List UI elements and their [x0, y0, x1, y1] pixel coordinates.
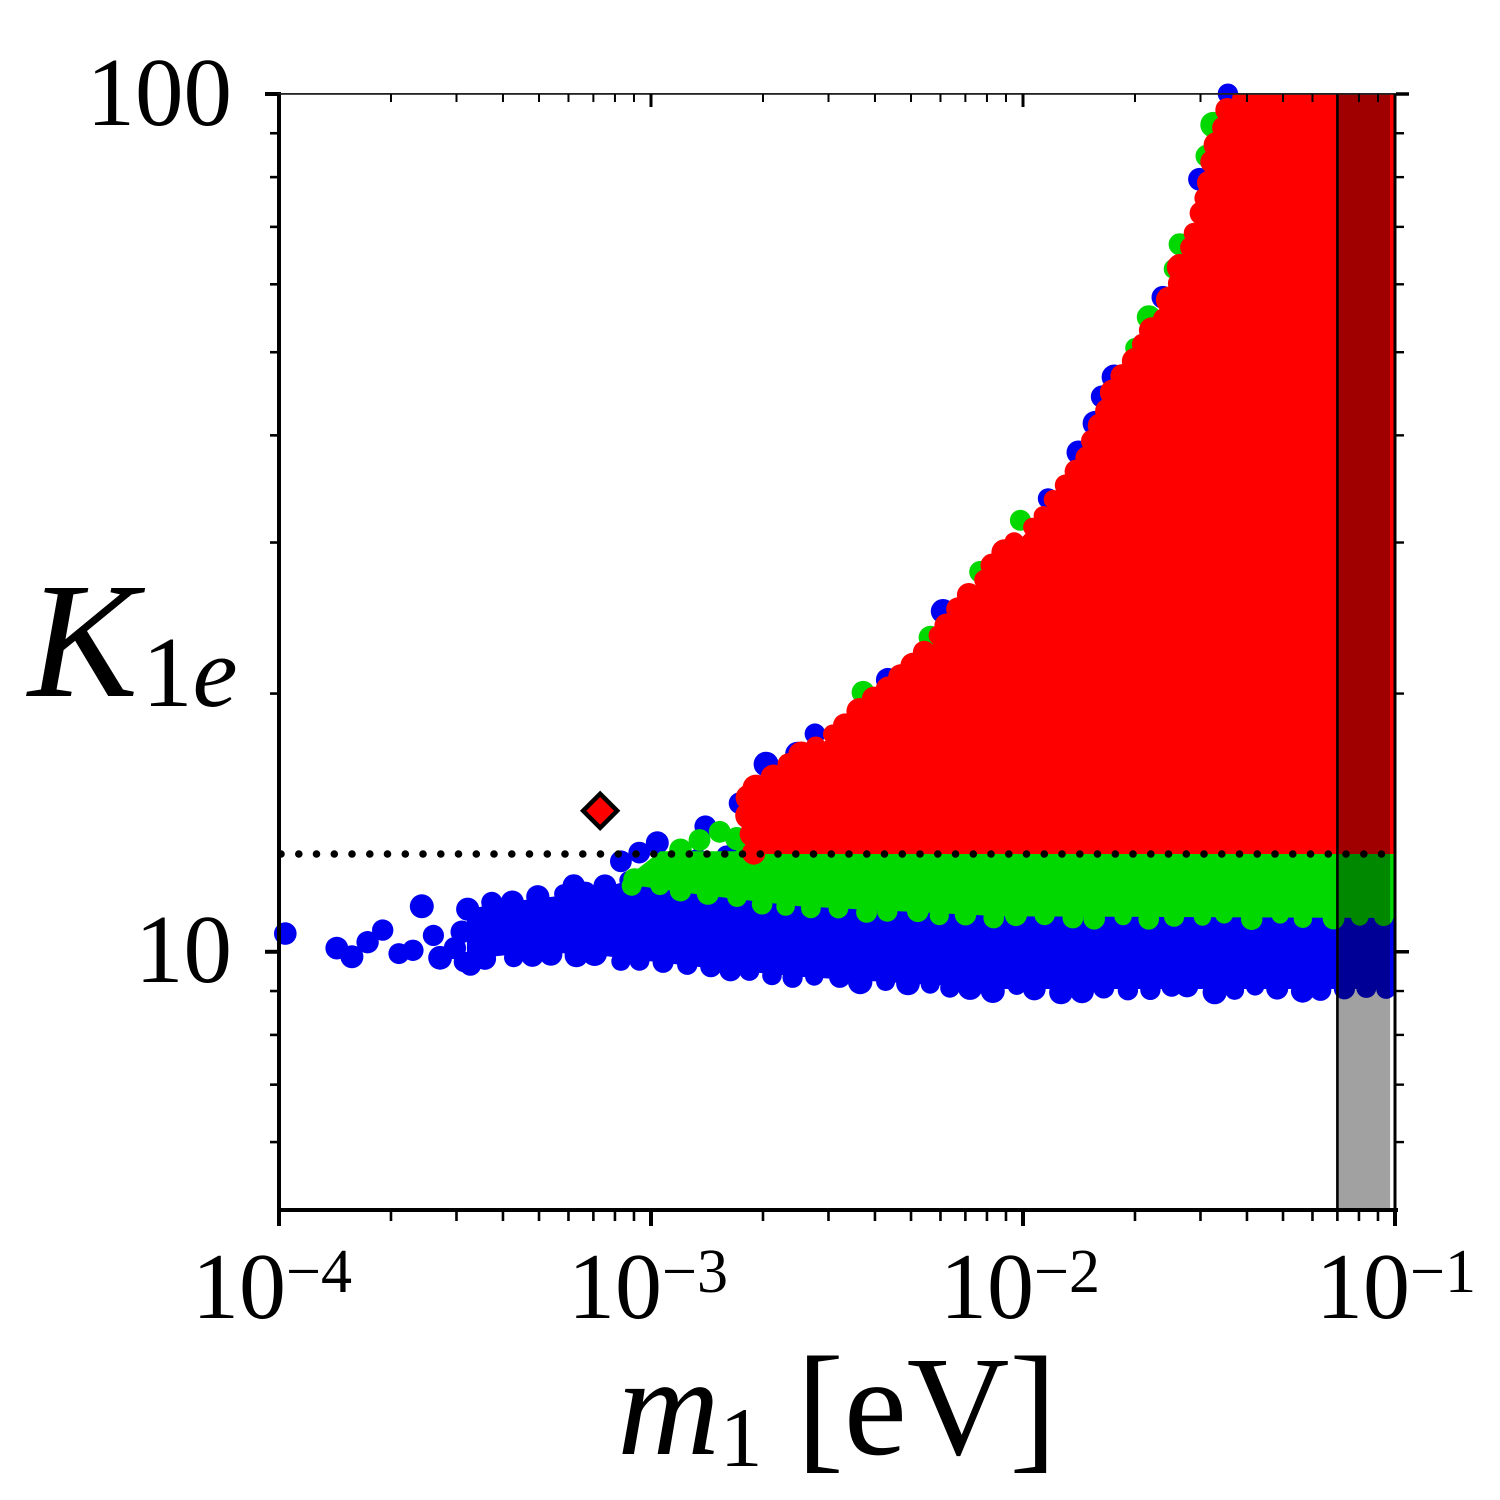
x-tick-label-1e-3: 10−3	[568, 1235, 728, 1339]
x-axis-title-subscript: 1	[719, 1390, 763, 1485]
y-axis-title-var: K	[28, 549, 139, 732]
x-axis-title: m1 [eV]	[337, 1328, 1337, 1486]
y-tick-label-100: 100	[86, 39, 233, 146]
y-tick-label-10: 10	[135, 896, 232, 1003]
x-tick-label-1e-1: 10−1	[1316, 1235, 1476, 1339]
x-axis-title-var: m	[617, 1327, 720, 1485]
x-tick-label-1e-4: 10−4	[192, 1235, 352, 1339]
x-tick-label-1e-2: 10−2	[940, 1235, 1100, 1339]
y-axis-title: K1e	[28, 558, 237, 723]
x-axis-title-unit: [eV]	[796, 1327, 1057, 1485]
y-axis-title-subscript: 1e	[142, 616, 238, 728]
